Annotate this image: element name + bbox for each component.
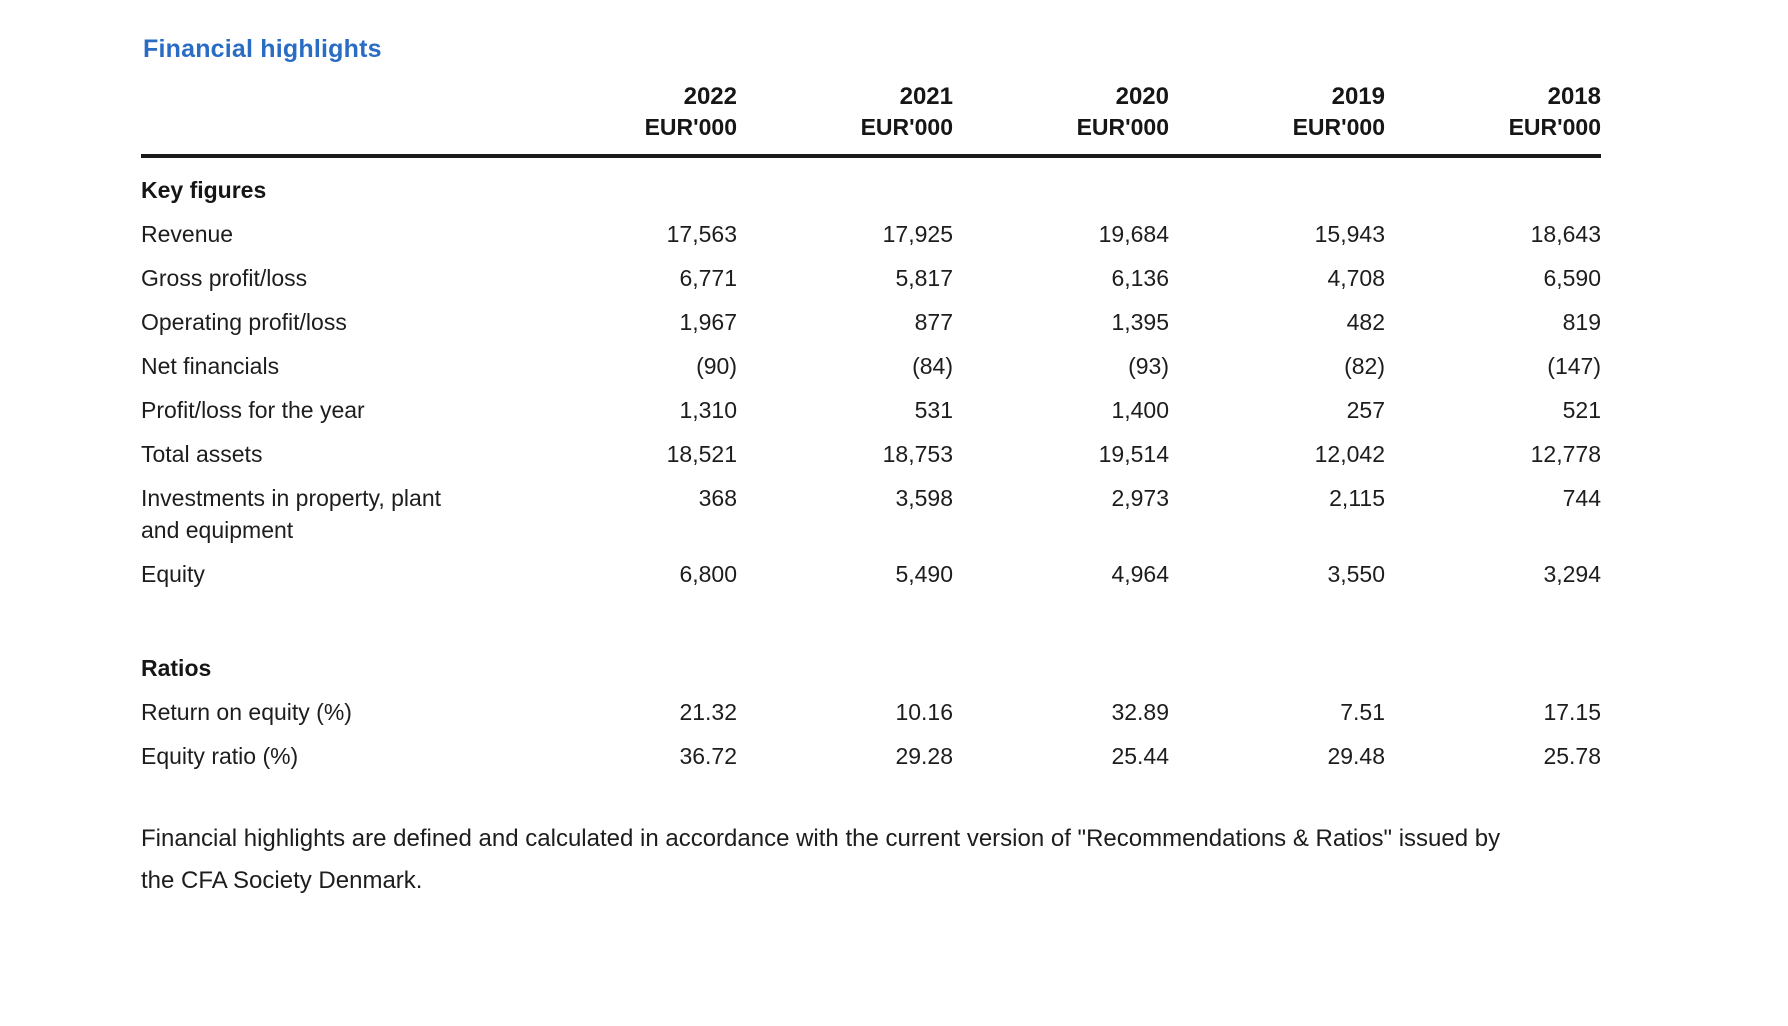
value-cell: 744 (1562, 485, 1601, 511)
year-header: 2021 (899, 83, 953, 110)
value-cell: 3,550 (1327, 561, 1385, 587)
table-row: Total assets 18,521 18,753 19,514 12,042… (141, 432, 1601, 476)
row-label: Profit/loss for the year (141, 397, 365, 423)
year-header: 2018 (1547, 83, 1601, 110)
unit-header: EUR'000 (1169, 112, 1385, 158)
page-title: Financial highlights (143, 35, 382, 63)
value-cell: 12,042 (1314, 441, 1385, 467)
value-cell: 25.44 (1111, 743, 1169, 769)
value-cell: (93) (1128, 353, 1169, 379)
row-label: Operating profit/loss (141, 309, 347, 335)
value-cell: (84) (912, 353, 953, 379)
row-label: Equity ratio (%) (141, 743, 299, 769)
header-spacer (141, 78, 521, 112)
value-cell: 29.28 (895, 743, 953, 769)
value-cell: 17,925 (882, 221, 953, 247)
row-label: Investments in property, plant and equip… (141, 476, 521, 552)
value-cell: 17,563 (666, 221, 737, 247)
unit-header: EUR'000 (1385, 112, 1601, 158)
table-row: Revenue 17,563 17,925 19,684 15,943 18,6… (141, 212, 1601, 256)
section-header: Ratios (141, 655, 212, 681)
value-cell: 7.51 (1340, 699, 1385, 725)
value-cell: 32.89 (1111, 699, 1169, 725)
value-cell: (82) (1344, 353, 1385, 379)
value-cell: 18,521 (666, 441, 737, 467)
value-cell: 18,753 (882, 441, 953, 467)
value-cell: 4,708 (1327, 265, 1385, 291)
value-cell: 531 (914, 397, 953, 423)
section-header-row: Ratios (141, 636, 1601, 690)
value-cell: 257 (1346, 397, 1385, 423)
value-cell: 1,395 (1111, 309, 1169, 335)
value-cell: 521 (1562, 397, 1601, 423)
table-header: 2022 2021 2020 2019 2018 EUR'000 EUR'000… (141, 78, 1601, 158)
value-cell: 877 (914, 309, 953, 335)
value-cell: 6,590 (1543, 265, 1601, 291)
value-cell: 2,115 (1329, 485, 1385, 511)
header-spacer (141, 112, 521, 158)
value-cell: 19,684 (1098, 221, 1169, 247)
value-cell: 2,973 (1111, 485, 1169, 511)
table-row: Operating profit/loss 1,967 877 1,395 48… (141, 300, 1601, 344)
footnote: Financial highlights are defined and cal… (141, 825, 1501, 894)
value-cell: 6,771 (679, 265, 737, 291)
value-cell: 819 (1562, 309, 1601, 335)
value-cell: 482 (1346, 309, 1385, 335)
table-row: Equity ratio (%) 36.72 29.28 25.44 29.48… (141, 734, 1601, 778)
section-header-row: Key figures (141, 156, 1601, 212)
unit-header: EUR'000 (953, 112, 1169, 158)
value-cell: 1,310 (679, 397, 737, 423)
year-header-row: 2022 2021 2020 2019 2018 (141, 78, 1601, 112)
value-cell: 5,490 (895, 561, 953, 587)
value-cell: 3,294 (1543, 561, 1601, 587)
value-cell: 3,598 (895, 485, 953, 511)
section-spacer (141, 596, 1601, 636)
value-cell: 4,964 (1111, 561, 1169, 587)
value-cell: 6,136 (1111, 265, 1169, 291)
year-header: 2022 (683, 83, 737, 110)
table-row: Profit/loss for the year 1,310 531 1,400… (141, 388, 1601, 432)
row-label: Return on equity (%) (141, 699, 352, 725)
table-row: Equity 6,800 5,490 4,964 3,550 3,294 (141, 552, 1601, 596)
table-row: Net financials (90) (84) (93) (82) (147) (141, 344, 1601, 388)
value-cell: (90) (696, 353, 737, 379)
value-cell: 29.48 (1327, 743, 1385, 769)
value-cell: 17.15 (1543, 699, 1601, 725)
value-cell: 368 (698, 485, 737, 511)
value-cell: 1,967 (679, 309, 737, 335)
row-label: Gross profit/loss (141, 265, 308, 291)
table-row: Gross profit/loss 6,771 5,817 6,136 4,70… (141, 256, 1601, 300)
value-cell: 36.72 (679, 743, 737, 769)
table-row: Return on equity (%) 21.32 10.16 32.89 7… (141, 690, 1601, 734)
value-cell: 21.32 (679, 699, 737, 725)
value-cell: 18,643 (1530, 221, 1601, 247)
value-cell: 25.78 (1543, 743, 1601, 769)
section-header: Key figures (141, 177, 267, 203)
value-cell: 6,800 (679, 561, 737, 587)
value-cell: 15,943 (1314, 221, 1385, 247)
year-header: 2019 (1331, 83, 1385, 110)
value-cell: 1,400 (1111, 397, 1169, 423)
table-row: Investments in property, plant and equip… (141, 476, 1601, 552)
value-cell: 5,817 (895, 265, 953, 291)
year-header: 2020 (1115, 83, 1169, 110)
value-cell: 19,514 (1098, 441, 1169, 467)
value-cell: (147) (1547, 353, 1601, 379)
unit-header: EUR'000 (521, 112, 737, 158)
row-label: Revenue (141, 221, 234, 247)
row-label: Equity (141, 561, 205, 587)
financial-highlights-table: 2022 2021 2020 2019 2018 EUR'000 EUR'000… (141, 78, 1601, 778)
row-label: Total assets (141, 441, 263, 467)
unit-header: EUR'000 (737, 112, 953, 158)
value-cell: 12,778 (1530, 441, 1601, 467)
row-label: Net financials (141, 353, 280, 379)
row-label-text: Investments in property, plant and equip… (141, 485, 441, 543)
unit-header-row: EUR'000 EUR'000 EUR'000 EUR'000 EUR'000 (141, 112, 1601, 158)
value-cell: 10.16 (895, 699, 953, 725)
